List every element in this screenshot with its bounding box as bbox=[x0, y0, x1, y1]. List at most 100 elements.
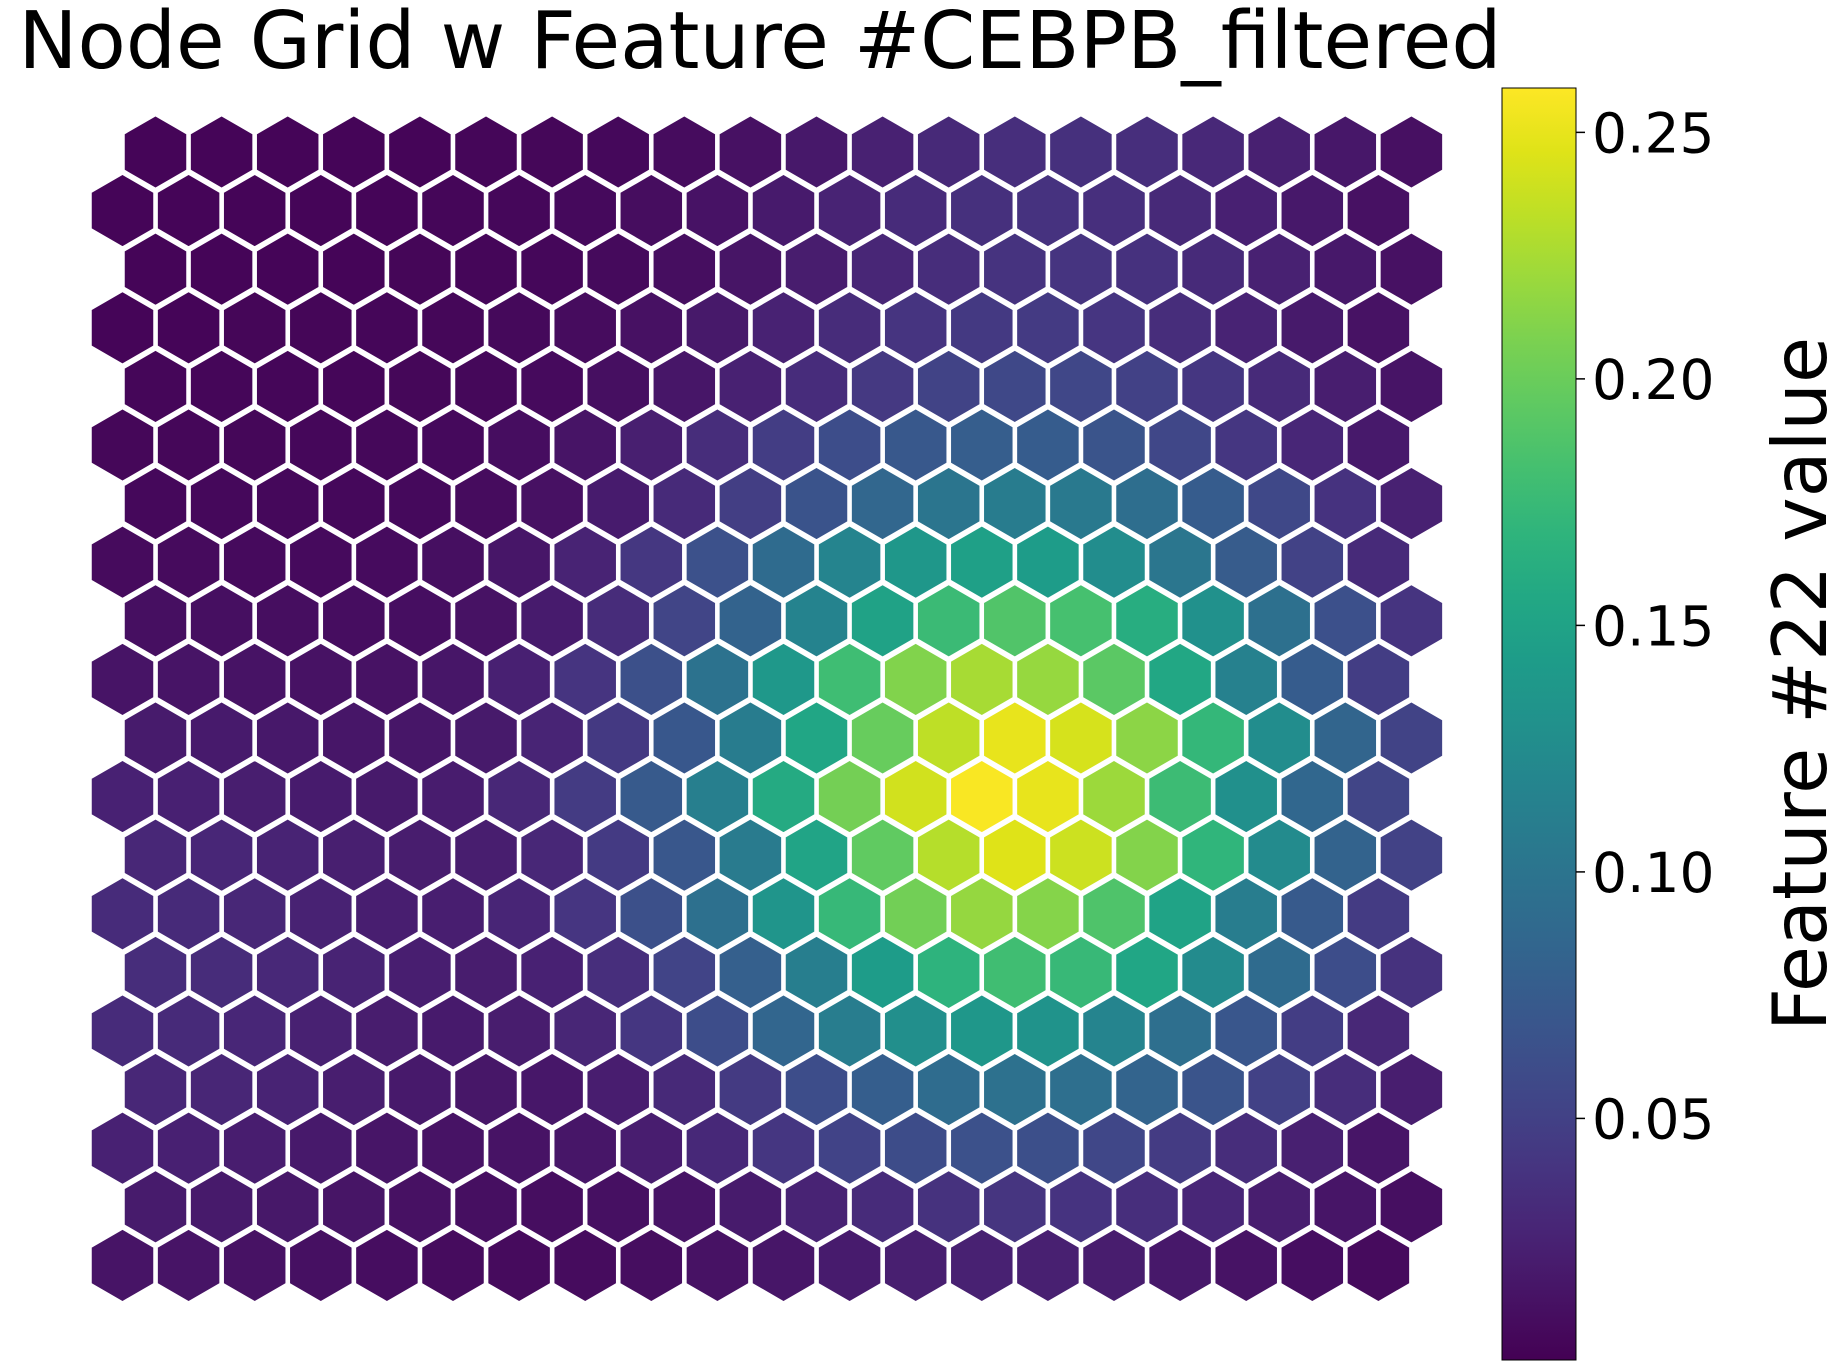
hex-node bbox=[419, 758, 487, 836]
hex-node bbox=[717, 816, 784, 894]
hex-node bbox=[419, 1226, 487, 1304]
hex-node bbox=[1047, 230, 1115, 308]
hex-node bbox=[1179, 1051, 1247, 1129]
hex-node bbox=[419, 875, 487, 953]
hex-node bbox=[221, 523, 288, 601]
hex-node bbox=[1279, 1109, 1346, 1187]
hex-node bbox=[750, 289, 817, 367]
hex-node bbox=[518, 816, 586, 894]
hex-node bbox=[882, 758, 949, 836]
hex-node bbox=[1378, 113, 1445, 191]
hex-node bbox=[1113, 113, 1181, 191]
hex-node bbox=[419, 289, 487, 367]
hex-node bbox=[981, 230, 1049, 308]
hex-node bbox=[584, 347, 652, 425]
hex-node bbox=[1345, 875, 1412, 953]
hex-node-grid bbox=[89, 113, 1445, 1304]
hex-node bbox=[1378, 230, 1445, 308]
hex-node bbox=[386, 1168, 454, 1246]
hex-node bbox=[1047, 816, 1115, 894]
hex-node bbox=[89, 289, 156, 367]
hex-node bbox=[1345, 640, 1412, 718]
hex-node bbox=[1146, 875, 1214, 953]
hex-node bbox=[717, 582, 784, 660]
hex-node bbox=[816, 289, 883, 367]
hex-node bbox=[1080, 172, 1148, 250]
hex-node bbox=[1179, 699, 1247, 777]
hex-node bbox=[717, 699, 784, 777]
hex-node bbox=[320, 816, 388, 894]
hex-node bbox=[287, 289, 355, 367]
hex-node bbox=[551, 875, 619, 953]
hex-node bbox=[89, 172, 156, 250]
hex-node bbox=[1312, 582, 1379, 660]
hex-node bbox=[750, 172, 817, 250]
hex-node bbox=[419, 172, 487, 250]
hex-node bbox=[783, 230, 850, 308]
hex-node bbox=[452, 816, 520, 894]
hex-node bbox=[1014, 523, 1082, 601]
hex-node bbox=[750, 758, 817, 836]
hex-node bbox=[287, 406, 355, 484]
hex-node bbox=[618, 406, 685, 484]
hex-node bbox=[1312, 1168, 1379, 1246]
hex-node bbox=[1279, 289, 1346, 367]
hex-node bbox=[485, 992, 553, 1070]
hex-node bbox=[155, 1109, 222, 1187]
hex-node bbox=[1113, 465, 1181, 543]
hex-node bbox=[386, 1051, 454, 1129]
hex-node bbox=[155, 875, 222, 953]
hex-node bbox=[1279, 992, 1346, 1070]
hex-node bbox=[948, 523, 1016, 601]
hex-node bbox=[1312, 230, 1379, 308]
hex-node bbox=[981, 1051, 1049, 1129]
hex-node bbox=[287, 1226, 355, 1304]
hex-node bbox=[551, 289, 619, 367]
hex-node bbox=[584, 230, 652, 308]
hex-node bbox=[1047, 933, 1115, 1011]
hex-node bbox=[816, 172, 883, 250]
hex-node bbox=[221, 406, 288, 484]
hex-node bbox=[1179, 347, 1247, 425]
hex-node bbox=[1179, 582, 1247, 660]
hex-node bbox=[221, 172, 288, 250]
hex-node bbox=[618, 1226, 685, 1304]
hex-node bbox=[1080, 1226, 1148, 1304]
colorbar-label: Feature #22 value bbox=[1756, 337, 1844, 1031]
hex-node bbox=[1146, 1109, 1214, 1187]
hex-node bbox=[1378, 347, 1445, 425]
hex-node bbox=[551, 1226, 619, 1304]
hex-node bbox=[254, 582, 321, 660]
hex-node bbox=[1245, 1168, 1313, 1246]
hex-node bbox=[1345, 172, 1412, 250]
hex-node bbox=[618, 875, 685, 953]
hex-node bbox=[155, 992, 222, 1070]
hex-node bbox=[122, 465, 189, 543]
hex-node bbox=[981, 582, 1049, 660]
hex-node bbox=[1245, 113, 1313, 191]
hex-node bbox=[1014, 758, 1082, 836]
hex-node bbox=[849, 347, 916, 425]
hex-node bbox=[254, 113, 321, 191]
hex-node bbox=[783, 1168, 850, 1246]
hex-node bbox=[89, 640, 156, 718]
hex-node bbox=[287, 640, 355, 718]
hex-node bbox=[89, 406, 156, 484]
hex-node bbox=[320, 582, 388, 660]
hex-node bbox=[122, 699, 189, 777]
hex-node bbox=[1146, 758, 1214, 836]
hex-node bbox=[1378, 816, 1445, 894]
hex-node bbox=[717, 347, 784, 425]
hex-node bbox=[518, 1168, 586, 1246]
hex-node bbox=[584, 933, 652, 1011]
hex-node bbox=[353, 406, 421, 484]
hex-node bbox=[1014, 875, 1082, 953]
hex-node bbox=[882, 289, 949, 367]
hex-node bbox=[1146, 406, 1214, 484]
hex-node bbox=[684, 758, 751, 836]
hex-node bbox=[849, 699, 916, 777]
hex-node bbox=[1179, 1168, 1247, 1246]
hex-node bbox=[584, 465, 652, 543]
hex-node bbox=[1014, 1109, 1082, 1187]
hex-node bbox=[1345, 992, 1412, 1070]
